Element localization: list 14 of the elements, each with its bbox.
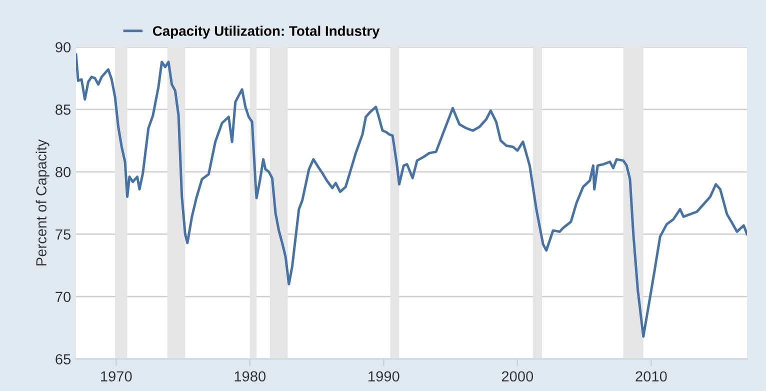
x-tick-label: 1980	[234, 371, 266, 382]
y-tick-label: 75	[56, 229, 71, 240]
x-tick-label: 2000	[502, 371, 534, 382]
y-axis-title: Percent of Capacity	[36, 139, 50, 266]
x-tick-label: 1990	[368, 371, 400, 382]
y-tick-label: 85	[56, 104, 71, 115]
x-tick-label: 2010	[636, 371, 667, 382]
y-tick-label: 65	[56, 354, 71, 364]
x-tick-label: 1970	[101, 371, 132, 382]
y-tick-label: 90	[56, 42, 71, 52]
legend-label: Capacity Utilization: Total Industry	[152, 26, 380, 39]
line-series	[76, 53, 747, 338]
y-tick-label: 80	[56, 166, 71, 178]
y-tick-label: 70	[56, 292, 71, 302]
